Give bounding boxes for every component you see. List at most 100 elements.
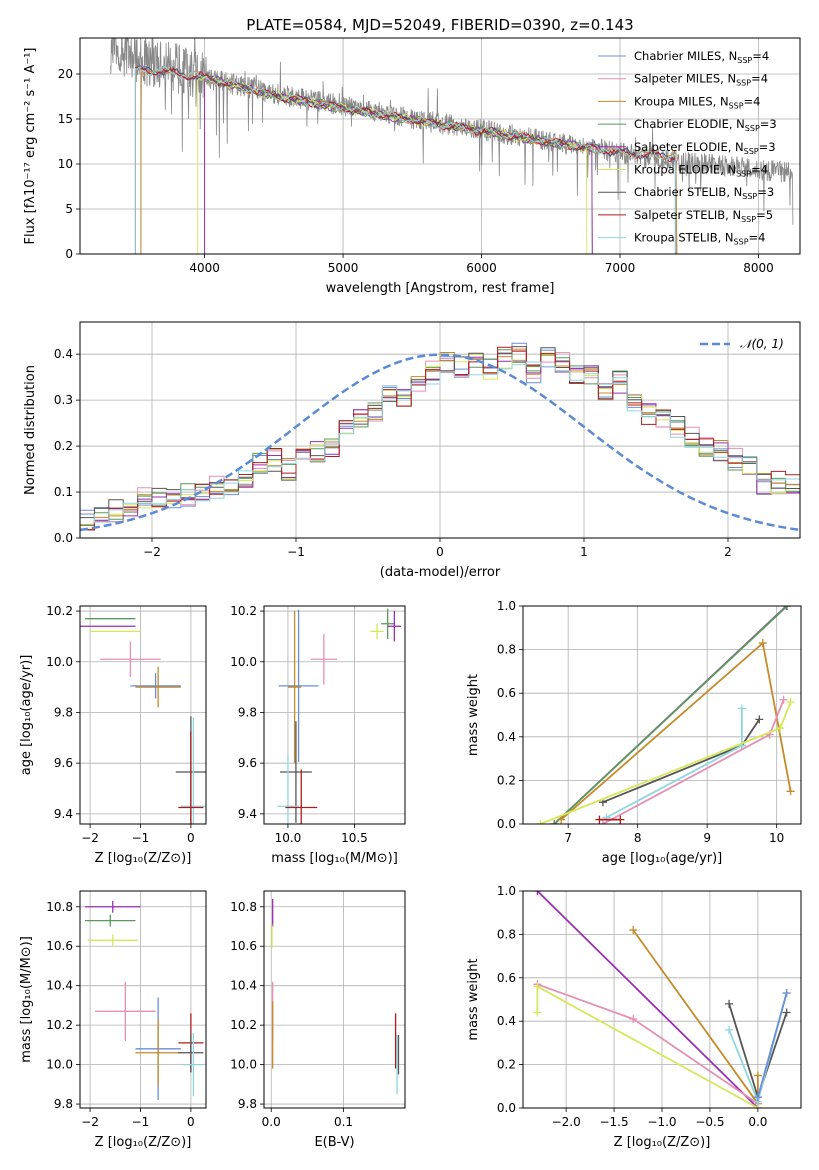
y-tick-label: 0.4 <box>54 347 73 361</box>
y-tick-label: 0.4 <box>497 1014 516 1028</box>
massweight-vs-metallicity-panel: −2.0 −1.5 −1.0 −0.5 0.0 0.0 0.2 0.4 0.6 0.8 1.0 Z [… <box>466 884 802 1150</box>
x-tick-label: 8000 <box>743 261 774 275</box>
y-tick-label: 15 <box>58 112 73 126</box>
massweight-marker <box>595 815 604 824</box>
y-tick-label: 10.2 <box>230 1018 257 1032</box>
y-tick-label: 0.2 <box>497 773 516 787</box>
x-tick-label: 1 <box>580 545 588 559</box>
errorbar-point-chabrier_elodie <box>85 914 136 927</box>
y-tick-label: 0.2 <box>497 1058 516 1072</box>
errorbar-point-kroupa_stelib <box>180 717 206 824</box>
legend-label-chabrier_miles: Chabrier MILES, NSSP=4 <box>634 49 769 65</box>
residual-hist-kroupa_elodie <box>80 354 800 530</box>
legend-label-salpeter_miles: Salpeter MILES, NSSP=4 <box>634 72 768 88</box>
massweight-series-chabrier_stelib <box>598 715 764 807</box>
massweight-marker <box>782 988 791 997</box>
legend-label-kroupa_stelib: Kroupa STELIB, NSSP=4 <box>634 231 765 247</box>
x-axis-label: Z [log₁₀(Z/Z⊙)] <box>614 1135 711 1150</box>
y-tick-label: 9.8 <box>54 705 73 719</box>
plot-area <box>80 618 206 824</box>
x-tick-label: −2 <box>143 545 161 559</box>
massweight-marker <box>776 724 785 733</box>
plot-area <box>80 342 800 532</box>
y-tick-label: 1.0 <box>497 884 516 898</box>
axes-frame <box>79 321 801 539</box>
y-tick-label: 0.1 <box>54 485 73 499</box>
legend-label-salpeter_elodie: Salpeter ELODIE, NSSP=3 <box>634 140 776 156</box>
y-tick-label: 10.6 <box>230 939 257 953</box>
massweight-marker <box>786 697 795 706</box>
model-spectrum-kroupa_stelib <box>134 65 676 254</box>
plot-area <box>110 38 794 254</box>
massweight-marker <box>753 1093 762 1102</box>
spectrum-legend: Chabrier MILES, NSSP=4 Salpeter MILES, NS… <box>598 49 777 247</box>
errorbar-point-salpeter_miles <box>100 641 161 677</box>
massweight-series-kroupa_miles <box>557 639 795 824</box>
massweight-marker <box>783 606 792 610</box>
y-tick-label: 0.8 <box>497 927 516 941</box>
y-tick-label: 0.6 <box>497 686 516 700</box>
y-tick-label: 10.8 <box>46 900 73 914</box>
x-tick-label: 6000 <box>466 261 497 275</box>
x-tick-label: −0.5 <box>695 1115 724 1129</box>
x-tick-label: −1 <box>287 545 305 559</box>
y-tick-label: 10.6 <box>46 939 73 953</box>
y-tick-label: 0.0 <box>497 817 516 831</box>
x-axis-label: (data-model)/error <box>380 565 501 580</box>
x-tick-label: 0 <box>436 545 444 559</box>
residual-hist-kroupa_miles <box>80 348 800 526</box>
errorbar-point-kroupa_miles <box>135 666 181 708</box>
y-tick-label: 10.2 <box>230 604 257 618</box>
x-tick-label: −2 <box>81 1115 99 1129</box>
massweight-marker <box>725 999 734 1008</box>
errorbar-point-kroupa_miles <box>135 1019 181 1087</box>
y-tick-label: 10.2 <box>46 604 73 618</box>
figure-title: PLATE=0584, MJD=52049, FIBERID=0390, z=0… <box>246 16 633 34</box>
massweight-series-kroupa_elodie <box>536 697 795 824</box>
mass-vs-metallicity-panel: −2 −1 0 9.8 10.0 10.2 10.4 10.6 10.8 Z [log₁₀(Z/Z… <box>19 890 207 1150</box>
errorbar-point-kroupa_elodie <box>87 934 138 947</box>
y-tick-label: 9.8 <box>238 1097 257 1111</box>
axes-frame <box>79 890 207 1109</box>
x-tick-label: 10.5 <box>341 831 368 845</box>
spectrum-panel: 4000 5000 6000 7000 8000 0 5 10 15 20 wavelength [… <box>23 37 801 296</box>
residual-hist-salpeter_stelib <box>80 346 800 531</box>
x-axis-label: Z [log₁₀(Z/Z⊙)] <box>95 851 192 866</box>
y-tick-label: 9.8 <box>238 705 257 719</box>
legend-label-normal: 𝒩(0, 1) <box>740 337 784 351</box>
y-tick-label: 9.8 <box>54 1097 73 1111</box>
x-tick-label: 0 <box>187 831 195 845</box>
y-tick-label: 10.4 <box>46 979 73 993</box>
massweight-marker <box>779 695 788 704</box>
y-tick-label: 10.4 <box>230 979 257 993</box>
massweight-marker <box>725 1025 734 1034</box>
x-tick-label: −2.0 <box>552 1115 581 1129</box>
errorbar-point-kroupa_elodie <box>370 623 384 639</box>
legend-label-kroupa_elodie: Kroupa ELODIE, NSSP=4 <box>634 163 768 179</box>
x-tick-label: −2 <box>81 831 99 845</box>
residual-histogram-panel: −2 −1 0 1 2 0.0 0.1 0.2 0.3 0.4 (data-model)/error… <box>23 321 801 580</box>
plot-area <box>85 900 204 1101</box>
model-spectrum-kroupa_elodie <box>197 74 588 254</box>
y-tick-label: 0.0 <box>54 531 73 545</box>
errorbar-point-chabrier_miles <box>278 609 319 762</box>
y-tick-label: 0.4 <box>497 730 516 744</box>
legend-label-salpeter_stelib: Salpeter STELIB, NSSP=5 <box>634 208 773 224</box>
age-vs-metallicity-panel: −2 −1 0 9.4 9.6 9.8 10.0 10.2 Z [log₁₀(Z/Z⊙)] age… <box>19 604 207 866</box>
x-tick-label: 0.0 <box>262 1115 281 1129</box>
axes-frame <box>522 605 802 825</box>
massweight-marker <box>782 606 791 610</box>
errorbar-point-salpeter_stelib <box>285 769 318 824</box>
x-tick-label: 9 <box>703 831 711 845</box>
y-tick-label: 10.0 <box>230 655 257 669</box>
errorbar-point-salpeter_elodie <box>85 900 141 913</box>
plot-area <box>277 608 402 824</box>
massweight-series-kroupa_elodie <box>533 982 762 1108</box>
x-axis-label: age [log₁₀(age/yr)] <box>602 851 723 866</box>
y-tick-label: 9.6 <box>54 756 73 770</box>
model-spectrum-chabrier_miles <box>140 64 678 254</box>
y-tick-label: 0 <box>65 247 73 261</box>
legend-label-chabrier_elodie: Chabrier ELODIE, NSSP=3 <box>634 117 777 133</box>
legend-label-chabrier_stelib: Chabrier STELIB, NSSP=3 <box>634 185 774 201</box>
